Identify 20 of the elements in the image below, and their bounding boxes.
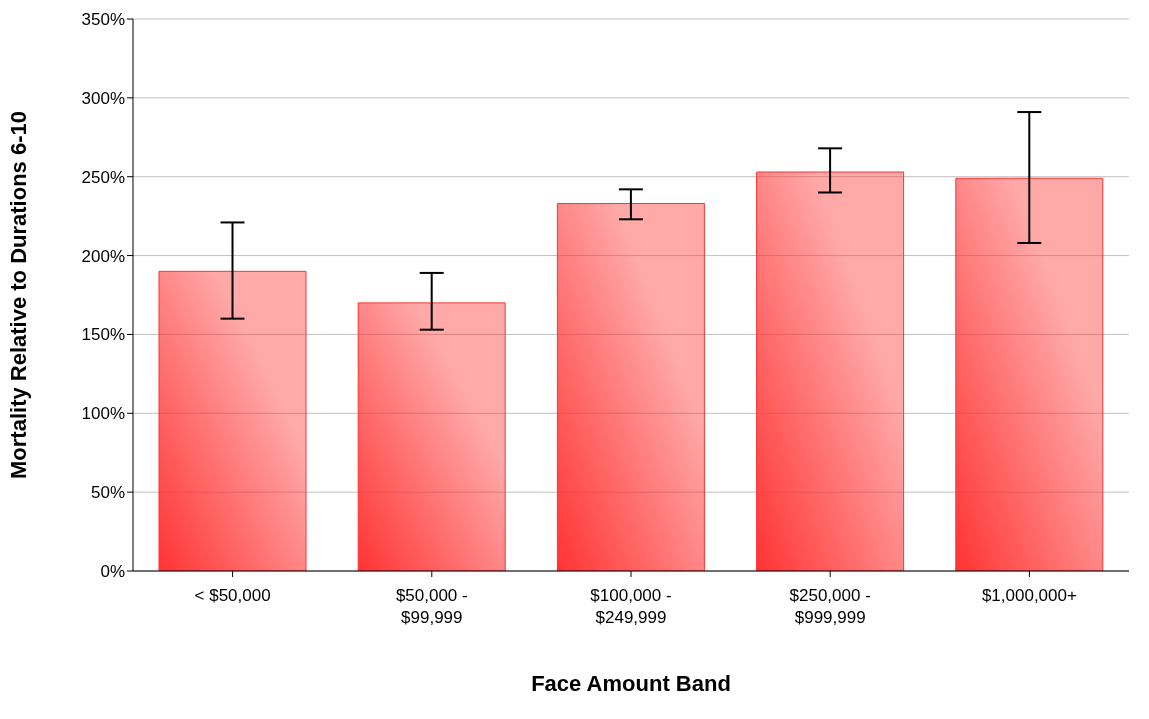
y-tick-label: 150% bbox=[81, 325, 125, 345]
y-tick-label: 350% bbox=[81, 10, 125, 30]
bar bbox=[158, 270, 307, 571]
y-tick-label: 100% bbox=[81, 404, 125, 424]
x-tick-label: $100,000 - $249,999 bbox=[590, 586, 672, 627]
bar bbox=[556, 203, 705, 571]
y-tick-label: 50% bbox=[90, 483, 125, 503]
x-tick-label: $50,000 - $99,999 bbox=[395, 586, 468, 627]
y-tick-label: 0% bbox=[100, 562, 125, 582]
bar bbox=[357, 302, 506, 571]
x-tick-label: $1,000,000+ bbox=[981, 586, 1077, 605]
bar bbox=[756, 171, 905, 571]
x-tick-label: < $50,000 bbox=[194, 586, 271, 605]
y-axis-title: Mortality Relative to Durations 6-10 bbox=[5, 111, 31, 479]
x-tick-label: $250,000 - $999,999 bbox=[789, 586, 871, 627]
y-tick-label: 300% bbox=[81, 88, 125, 108]
y-tick-label: 200% bbox=[81, 246, 125, 266]
x-axis-title: Face Amount Band bbox=[531, 671, 731, 696]
bar bbox=[955, 177, 1104, 571]
y-tick-label: 250% bbox=[81, 167, 125, 187]
